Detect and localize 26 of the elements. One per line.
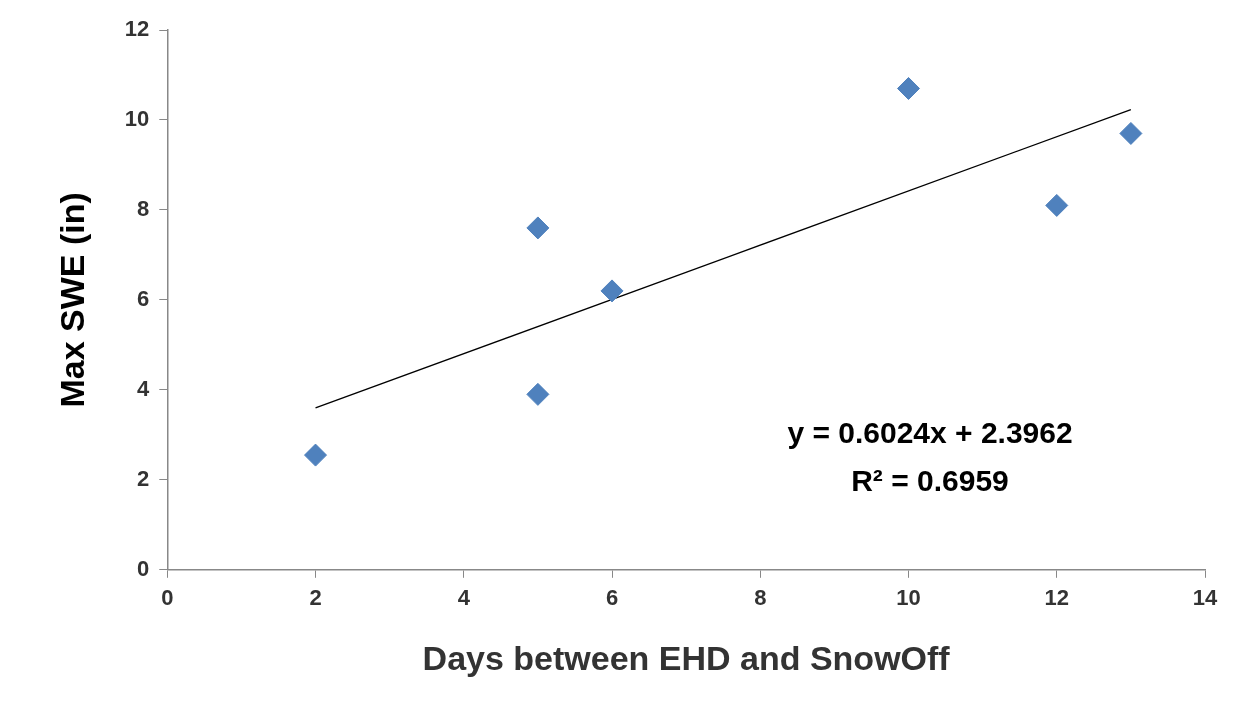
y-tick-label: 8 [137,196,150,221]
y-tick-label: 0 [137,555,150,581]
x-tick-label: 2 [309,585,322,611]
y-tick-label: 10 [124,106,150,132]
point [304,443,328,467]
x-tick-label: 6 [605,585,619,611]
point [1045,193,1069,217]
x-tick-label: 4 [457,585,471,611]
x-tick-label: 0 [161,585,174,611]
point [600,279,624,303]
y-tick-label: 6 [137,285,150,311]
y-axis-title: Max SWE (in) [52,192,91,408]
annotation: R² = 0.6959 [851,464,1009,498]
point [526,382,550,406]
point [897,76,921,100]
y-tick-label: 2 [137,465,150,491]
x-tick-label: 12 [1044,585,1069,611]
y-tick-label: 12 [124,16,150,42]
x-tick-label: 10 [896,585,921,611]
annotation: y = 0.6024x + 2.3962 [787,416,1073,450]
x-axis-title: Days between EHD and SnowOff [422,638,951,677]
x-tick-label: 14 [1192,585,1218,611]
point [526,216,550,240]
y-tick-label: 4 [137,375,151,401]
x-tick-label: 8 [754,585,767,611]
point [1119,121,1143,145]
